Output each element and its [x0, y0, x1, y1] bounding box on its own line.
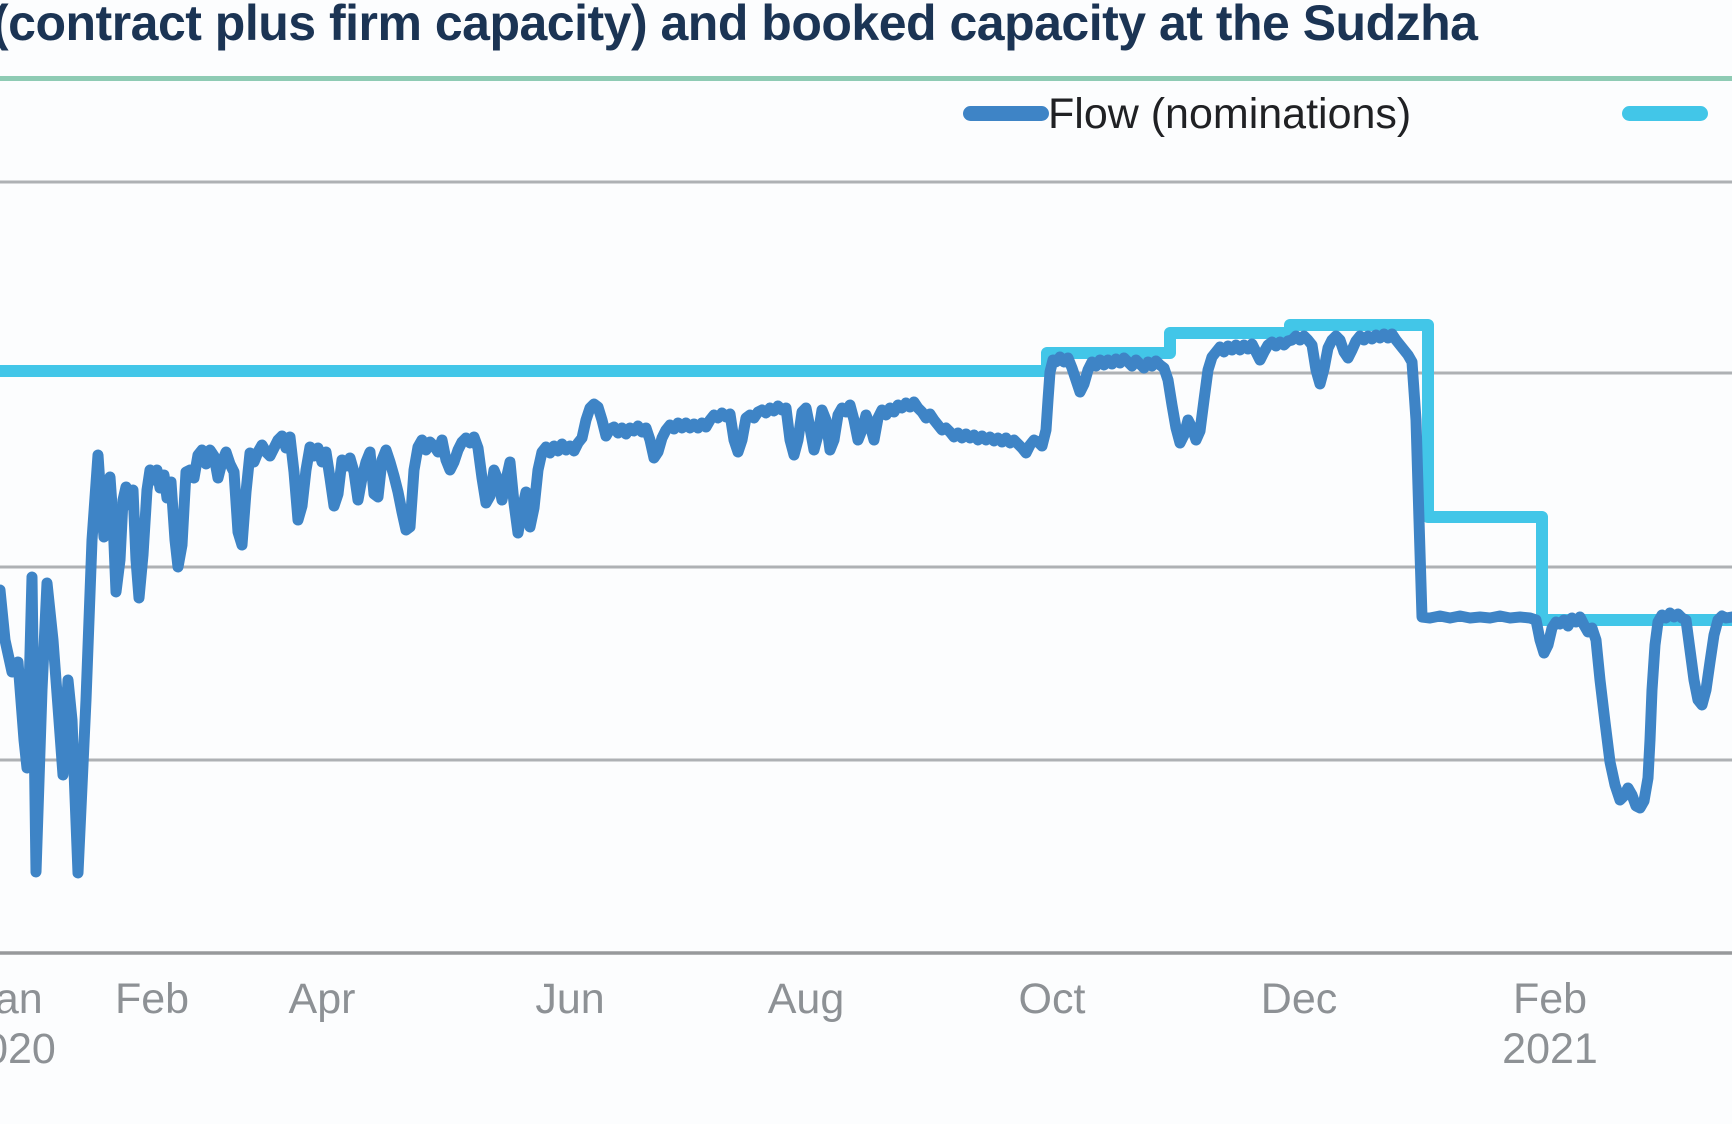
x-axis-tick-label: Apr [288, 975, 356, 1023]
legend-swatch-flow-line [963, 106, 1049, 121]
x-axis-tick-label: Dec [1260, 975, 1338, 1023]
chart-title: (contract plus firm capacity) and booked… [0, 0, 1478, 51]
x-axis-tick-labels: Jan 2020 Feb Apr Jun Aug Oct Dec Feb 2021 [0, 974, 1732, 1124]
legend-label-flow: Flow (nominations) [1048, 90, 1412, 138]
booked-capacity-line [0, 319, 1732, 626]
legend: Flow (nominations) [0, 90, 1732, 140]
x-axis-tick-label: Aug [767, 975, 845, 1023]
x-axis-tick-label: Oct [1018, 975, 1086, 1023]
x-axis-tick-label: Feb [114, 975, 190, 1023]
x-axis-tick-label: Jan 2020 [0, 975, 56, 1073]
title-separator [0, 76, 1732, 81]
x-axis-tick-label: Jun [535, 975, 605, 1023]
flow-nominations-line [0, 328, 1732, 879]
x-axis-tick-label: Feb 2021 [1502, 975, 1598, 1073]
legend-swatch-capacity-line [1622, 106, 1708, 121]
